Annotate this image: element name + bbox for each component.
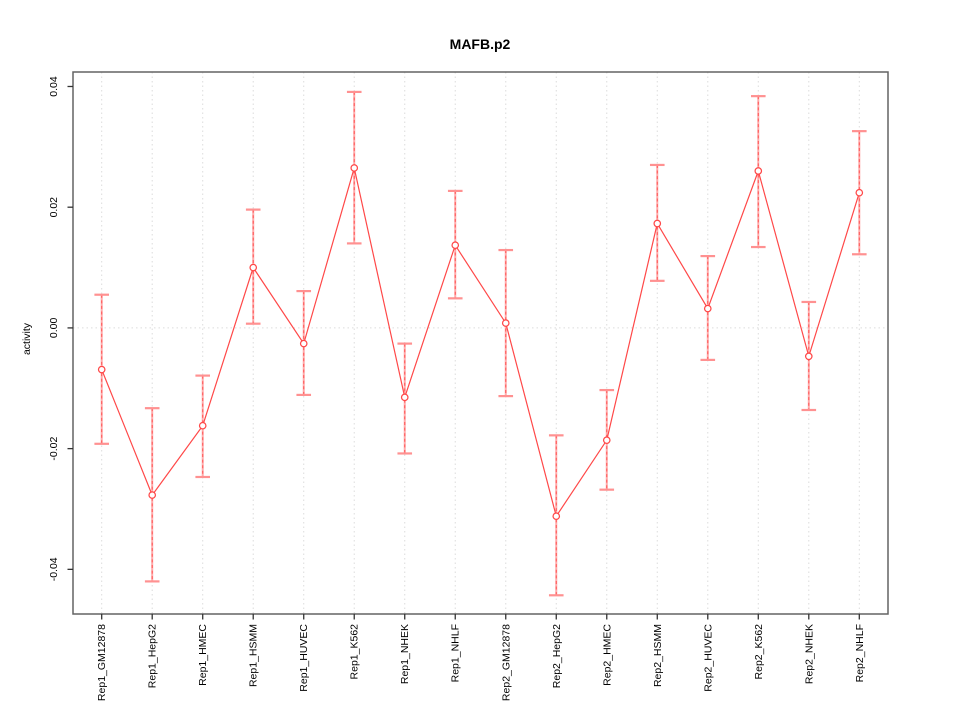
x-tick-label: Rep2_NHEK (803, 624, 815, 684)
data-point-marker (703, 304, 712, 313)
y-tick-label: -0.02 (48, 436, 60, 460)
data-point-marker (552, 512, 561, 521)
data-point-marker (754, 167, 763, 175)
x-tick-label: Rep1_NHEK (399, 624, 411, 684)
x-tick-label: Rep1_HUVEC (298, 624, 310, 692)
x-tick-label: Rep2_GM12878 (500, 624, 512, 701)
data-point-marker (653, 219, 662, 228)
data-point-marker (350, 164, 359, 172)
data-point-marker (855, 188, 864, 197)
data-point-marker (602, 436, 611, 444)
data-point-marker (501, 319, 510, 327)
data-point-marker (97, 365, 106, 374)
y-tick-label: 0.02 (48, 197, 60, 218)
x-tick-label: Rep2_K562 (753, 624, 765, 680)
data-point-marker (451, 241, 460, 250)
x-tick-label: Rep1_HepG2 (147, 624, 159, 688)
chart-title: MAFB.p2 (450, 36, 511, 52)
data-point-marker (400, 393, 409, 402)
data-point-marker (249, 263, 258, 272)
data-point-marker (148, 491, 157, 499)
y-tick-label: 0.00 (48, 318, 60, 339)
x-tick-label: Rep1_GM12878 (96, 624, 108, 701)
data-point-marker (198, 421, 207, 430)
y-tick-label: 0.04 (48, 76, 60, 97)
x-tick-label: Rep2_HUVEC (702, 624, 714, 692)
data-point-marker (299, 339, 308, 348)
plot-area: -0.04 -0.02 0.00 0.02 0.04 Rep1_GM12878 Rep1_H… (48, 71, 889, 701)
y-tick-label: -0.04 (48, 557, 60, 581)
x-tick-label: Rep1_HMEC (197, 624, 209, 686)
x-tick-label: Rep2_NHLF (854, 624, 866, 682)
x-tick-label: Rep2_HMEC (601, 624, 613, 686)
y-axis-label: activity (21, 322, 33, 355)
series-line (101, 167, 860, 518)
x-tick-label: Rep1_K562 (349, 624, 361, 680)
data-point-marker (804, 352, 813, 361)
x-tick-label: Rep1_HSMM (248, 624, 260, 687)
x-tick-label: Rep2_HepG2 (551, 624, 563, 688)
x-tick-label: Rep1_NHLF (450, 624, 462, 682)
x-tick-label: Rep2_HSMM (652, 624, 664, 687)
plot-box (72, 71, 889, 615)
